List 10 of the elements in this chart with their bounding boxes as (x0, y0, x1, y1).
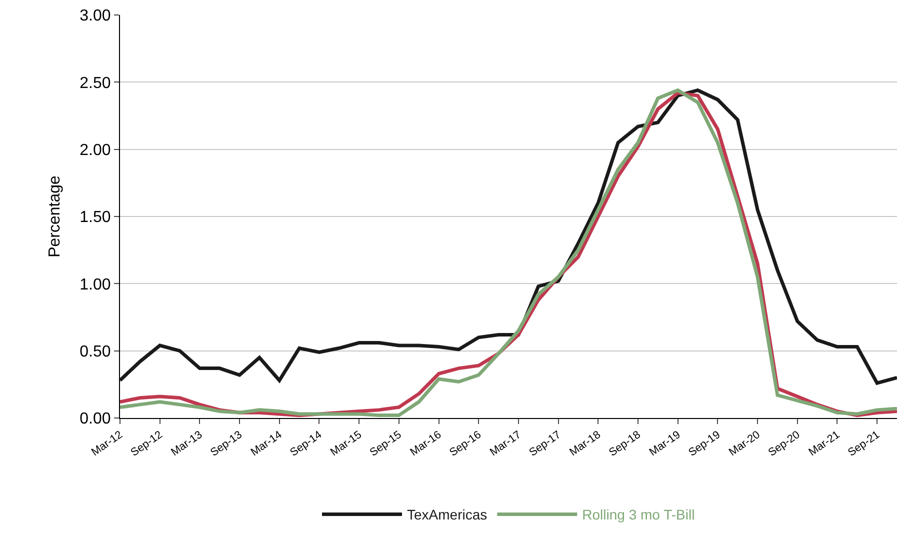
y-tick-label: 1.50 (80, 209, 111, 226)
y-tick-label: 0.50 (80, 343, 111, 360)
y-tick-label: 3.00 (80, 8, 111, 25)
y-tick-label: 2.00 (80, 142, 111, 159)
y-axis-title: Percentage (46, 175, 64, 258)
y-tick-label: 1.00 (80, 276, 111, 294)
y-tick-label: 0.00 (80, 410, 111, 428)
y-tick-label: 2.50 (80, 74, 111, 92)
text: Rolling 3 mo T-Bill (582, 506, 695, 523)
text: TexAmericas (407, 506, 488, 523)
